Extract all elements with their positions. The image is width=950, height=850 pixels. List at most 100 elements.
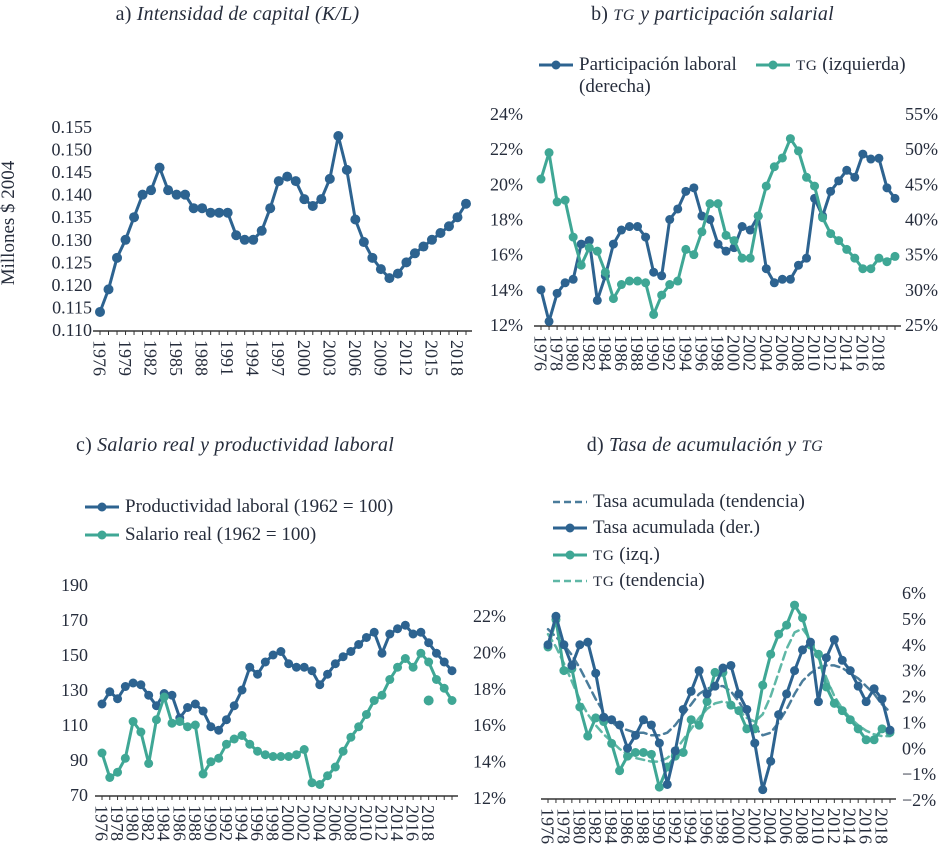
- x-tick-label: 1986: [617, 808, 637, 844]
- data-point-marker: [323, 669, 333, 679]
- data-point-marker: [834, 176, 844, 186]
- data-point-marker: [103, 284, 114, 295]
- data-point-marker: [758, 680, 768, 690]
- x-tick-label: 2010: [356, 805, 376, 841]
- data-point-marker: [615, 720, 625, 730]
- data-point-marker: [137, 189, 148, 200]
- data-point-marker: [802, 253, 811, 263]
- data-point-marker: [560, 278, 570, 288]
- data-point-marker: [377, 690, 387, 700]
- x-tick-label: 2009: [370, 340, 390, 376]
- x-tick-label: 2014: [840, 808, 860, 844]
- data-point-marker: [129, 212, 140, 223]
- data-point-marker: [120, 753, 130, 763]
- data-point-marker: [113, 694, 123, 704]
- x-tick-label: 1996: [247, 805, 267, 841]
- data-point-marker: [718, 663, 728, 673]
- panel-b-chart: 1976197819801982198419861988199019921994…: [490, 104, 938, 371]
- data-point-marker: [551, 611, 561, 621]
- data-point-marker: [861, 697, 871, 707]
- data-point-marker: [330, 762, 340, 772]
- y-tick-label-left: 18%: [490, 210, 523, 230]
- series-line: [539, 137, 897, 316]
- data-point-marker: [95, 306, 105, 317]
- data-point-marker: [853, 681, 863, 691]
- data-point-marker: [774, 629, 784, 639]
- data-point-marker: [633, 222, 643, 232]
- y-tick-label-right: 5%: [902, 609, 926, 629]
- x-tick-label: 2016: [403, 805, 423, 841]
- data-point-marker: [175, 717, 185, 726]
- data-point-marker: [350, 214, 361, 225]
- data-point-marker: [544, 148, 554, 158]
- data-point-marker: [418, 241, 429, 252]
- x-tick-label: 2012: [372, 805, 392, 841]
- data-point-marker: [375, 264, 386, 275]
- data-point-marker: [330, 659, 340, 669]
- data-point-marker: [276, 752, 286, 761]
- data-point-marker: [678, 748, 688, 757]
- data-point-marker: [206, 757, 216, 767]
- x-tick-label: 2002: [740, 335, 760, 371]
- data-point-marker: [657, 271, 667, 281]
- data-point-marker: [576, 239, 586, 249]
- data-point-marker: [568, 232, 578, 242]
- data-point-marker: [646, 720, 656, 730]
- data-point-marker: [850, 253, 860, 263]
- x-tick-label: 1998: [263, 805, 283, 841]
- x-tick-label: 2000: [724, 335, 744, 371]
- data-point-marker: [777, 153, 787, 163]
- y-tick-label-right: 45%: [905, 174, 938, 194]
- y-tick-label-left: 150: [61, 645, 88, 665]
- data-point-marker: [231, 230, 242, 241]
- data-point-marker: [151, 701, 161, 711]
- data-point-marker: [798, 613, 808, 623]
- data-point-marker: [697, 211, 707, 221]
- panel-b-title: b) TG y participación salarial: [591, 3, 834, 25]
- data-point-marker: [657, 290, 667, 300]
- data-point-marker: [426, 234, 437, 245]
- data-point-marker: [583, 731, 593, 741]
- x-tick-label: 1976: [92, 805, 112, 841]
- data-point-marker: [702, 697, 712, 707]
- x-tick-label: 1978: [107, 805, 127, 841]
- data-point-marker: [424, 638, 434, 648]
- data-point-marker: [826, 229, 836, 239]
- legend-label: Productividad laboral (1962 = 100): [125, 496, 394, 517]
- data-point-marker: [245, 662, 255, 672]
- panel-c-legend: Productividad laboral (1962 = 100) Salari…: [84, 496, 393, 547]
- data-point-marker: [681, 186, 691, 196]
- data-point-marker: [128, 717, 138, 726]
- data-point-marker: [167, 690, 177, 700]
- x-tick-label: 1980: [563, 335, 583, 371]
- data-point-marker: [845, 715, 855, 725]
- data-point-marker: [361, 633, 371, 642]
- y-tick-label-left: 16%: [473, 715, 506, 735]
- data-point-marker: [890, 251, 900, 261]
- data-point-marker: [576, 260, 586, 270]
- data-point-marker: [385, 629, 395, 639]
- data-point-marker: [367, 252, 378, 263]
- data-point-marker: [584, 236, 594, 246]
- data-point-marker: [341, 164, 352, 175]
- data-point-marker: [431, 648, 441, 658]
- data-point-marker: [694, 666, 704, 676]
- data-point-marker: [734, 706, 744, 716]
- legend-label: TG (tendencia): [593, 570, 705, 592]
- data-point-marker: [858, 149, 868, 159]
- data-point-marker: [307, 666, 317, 676]
- y-tick-label-left: 0.115: [52, 297, 92, 317]
- panel-c-chart: 1976197819801982198419861988199019921994…: [61, 575, 458, 841]
- data-point-marker: [821, 682, 831, 692]
- data-point-marker: [239, 234, 250, 245]
- data-point-marker: [575, 702, 585, 712]
- x-tick-label: 1976: [531, 335, 551, 371]
- y-tick-label-right: −1%: [902, 764, 936, 784]
- y-tick-label-left: 12%: [473, 788, 506, 808]
- x-tick-label: 2010: [808, 808, 828, 844]
- legend-item: TG (izquierda): [755, 54, 906, 99]
- data-point-marker: [248, 234, 259, 245]
- x-tick-label: 1994: [675, 335, 695, 371]
- y-tick-label-left: 22%: [490, 139, 523, 159]
- data-point-marker: [673, 204, 683, 214]
